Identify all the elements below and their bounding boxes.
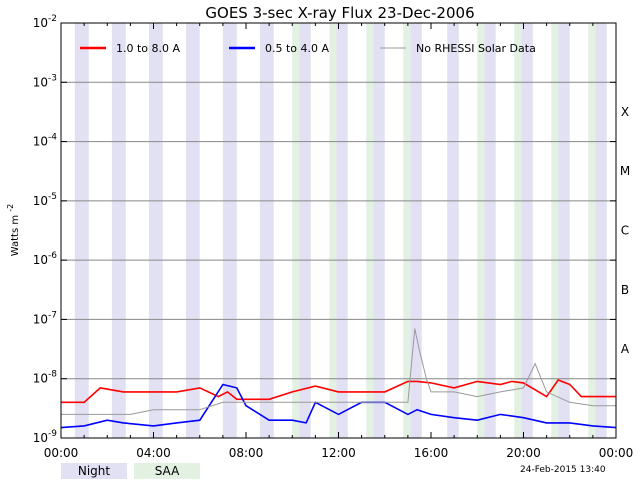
x-axis-ticks: 00:00 04:00 08:00 12:00 16:00 20:00 00:00 bbox=[44, 23, 634, 460]
saa-band bbox=[366, 23, 374, 438]
series-line bbox=[60, 383, 617, 429]
generation-timestamp: 24-Feb-2015 13:40 bbox=[520, 465, 606, 475]
saa-band bbox=[514, 23, 522, 438]
night-band bbox=[222, 23, 237, 438]
y-tick-mantissa: 10 bbox=[33, 16, 48, 30]
x-tick-label: 20:00 bbox=[506, 446, 541, 460]
y-tick-exponent: -5 bbox=[48, 192, 57, 202]
night-band bbox=[111, 23, 126, 438]
night-legend-box: Night bbox=[61, 463, 127, 479]
x-tick-label: 08:00 bbox=[229, 446, 264, 460]
saa-band bbox=[588, 23, 596, 438]
legend-label: 0.5 to 4.0 A bbox=[265, 42, 330, 55]
legend-label: 1.0 to 8.0 A bbox=[116, 42, 181, 55]
flare-class-label: C bbox=[621, 224, 629, 238]
y-tick-mantissa: 10 bbox=[33, 312, 48, 326]
y-tick-exponent: -6 bbox=[48, 251, 57, 261]
y-tick-mantissa: 10 bbox=[33, 75, 48, 89]
x-tick-label: 12:00 bbox=[321, 446, 356, 460]
night-band bbox=[521, 23, 533, 438]
y-tick-mantissa: 10 bbox=[33, 194, 48, 208]
y-tick-mantissa: 10 bbox=[33, 431, 48, 445]
y-axis-label: Watts m -2 bbox=[6, 204, 21, 257]
grid-lines bbox=[61, 81, 616, 380]
night-band bbox=[148, 23, 163, 438]
y-tick-label: 10-3 bbox=[33, 73, 57, 89]
x-tick-label: 00:00 bbox=[44, 446, 79, 460]
legend-label: No RHESSI Solar Data bbox=[416, 42, 536, 55]
y-tick-exponent: -3 bbox=[48, 73, 57, 83]
y-tick-mantissa: 10 bbox=[33, 372, 48, 386]
x-tick-label: 16:00 bbox=[414, 446, 449, 460]
flare-class-label: A bbox=[621, 342, 630, 356]
series-line bbox=[61, 328, 616, 415]
series-line bbox=[61, 379, 616, 404]
night-band bbox=[336, 23, 348, 438]
y-tick-exponent: -2 bbox=[48, 14, 57, 24]
y-tick-label: 10-2 bbox=[33, 14, 57, 30]
y-tick-exponent: -9 bbox=[48, 429, 57, 439]
night-band bbox=[373, 23, 385, 438]
y-tick-exponent: -7 bbox=[48, 310, 57, 320]
y-tick-label: 10-7 bbox=[33, 310, 57, 326]
chart-title: GOES 3-sec X-ray Flux 23-Dec-2006 bbox=[205, 4, 474, 22]
night-band bbox=[299, 23, 311, 438]
y-tick-label: 10-4 bbox=[33, 133, 58, 149]
legend: 1.0 to 8.0 A 0.5 to 4.0 A No RHESSI Solar … bbox=[80, 42, 536, 55]
y-tick-label: 10-8 bbox=[33, 370, 58, 386]
y-tick-mantissa: 10 bbox=[33, 135, 48, 149]
y-axis-label-superscript: -2 bbox=[6, 204, 15, 212]
night-band bbox=[74, 23, 89, 438]
saa-band bbox=[292, 23, 300, 438]
saa-band bbox=[551, 23, 559, 438]
night-band bbox=[595, 23, 607, 438]
series-lines bbox=[60, 328, 617, 429]
y-tick-exponent: -8 bbox=[48, 370, 57, 380]
night-band bbox=[447, 23, 459, 438]
night-band bbox=[259, 23, 274, 438]
y-tick-label: 10-6 bbox=[33, 251, 58, 267]
saa-band bbox=[477, 23, 485, 438]
y-axis-label-text: Watts m bbox=[10, 215, 21, 256]
y-tick-mantissa: 10 bbox=[33, 253, 48, 267]
y-tick-label: 10-5 bbox=[33, 192, 57, 208]
x-tick-label: 00:00 bbox=[599, 446, 634, 460]
night-band bbox=[558, 23, 570, 438]
y-axis-ticks: 10-910-810-710-610-510-410-310-2 bbox=[33, 14, 616, 445]
saa-band bbox=[403, 23, 411, 438]
saa-band bbox=[329, 23, 337, 438]
flare-class-label: X bbox=[621, 105, 629, 119]
x-tick-label: 04:00 bbox=[136, 446, 171, 460]
y-tick-label: 10-9 bbox=[33, 429, 58, 445]
night-band bbox=[484, 23, 496, 438]
night-band bbox=[410, 23, 422, 438]
flare-class-label: B bbox=[621, 283, 629, 297]
background-bands bbox=[74, 23, 607, 438]
y-tick-exponent: -4 bbox=[48, 133, 57, 143]
night-band bbox=[185, 23, 200, 438]
flare-class-labels: A B C M X bbox=[620, 105, 630, 356]
saa-legend-box: SAA bbox=[134, 463, 200, 479]
flare-class-label: M bbox=[620, 164, 630, 178]
